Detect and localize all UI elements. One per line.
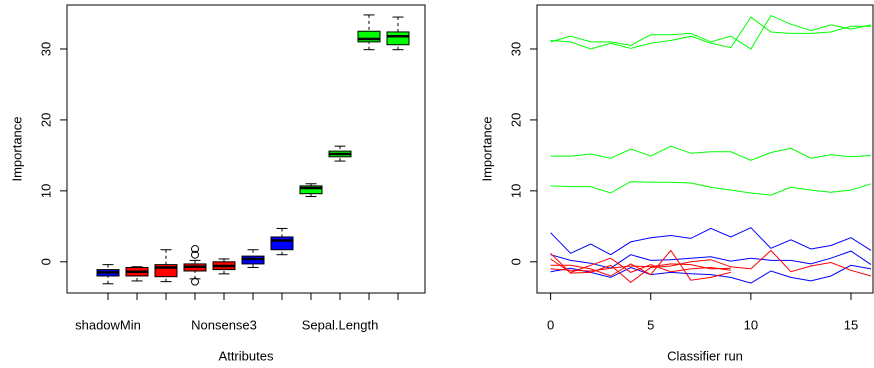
- box: [270, 236, 294, 251]
- y-axis-title: Importance: [479, 116, 494, 181]
- x-tick-label: 15: [844, 317, 858, 332]
- box: [299, 185, 323, 195]
- y-tick-label: 10: [38, 184, 53, 198]
- y-tick-label: 20: [508, 113, 523, 127]
- y-tick-label: 0: [38, 258, 53, 265]
- series-line: [550, 264, 872, 284]
- x-tick-label: Sepal.Length: [302, 317, 379, 332]
- series-line: [550, 181, 872, 196]
- x-axis-title: Attributes: [219, 348, 274, 363]
- x-tick-label: shadowMin: [75, 317, 141, 332]
- y-tick-label: 30: [38, 42, 53, 56]
- outlier: [191, 250, 199, 259]
- series-line: [550, 227, 872, 256]
- x-tick-label: 5: [647, 317, 654, 332]
- y-tick-label: 30: [508, 42, 523, 56]
- plot-frame: [536, 4, 874, 294]
- x-tick-label: 0: [547, 317, 554, 332]
- series-line: [550, 249, 872, 284]
- x-axis-title: Classifier run: [667, 348, 743, 363]
- y-tick-label: 10: [508, 184, 523, 198]
- series-line: [550, 257, 731, 273]
- outlier: [191, 277, 199, 286]
- series-line: [550, 14, 872, 50]
- series-line: [550, 16, 871, 50]
- y-tick-label: 20: [38, 113, 53, 127]
- x-tick-label: 10: [744, 317, 758, 332]
- y-tick-label: 0: [508, 258, 523, 265]
- series-line: [550, 250, 872, 269]
- plot-frame: [66, 4, 426, 294]
- box: [357, 30, 381, 43]
- series-line: [550, 145, 872, 161]
- series-line: [550, 249, 731, 281]
- outlier: [191, 245, 199, 254]
- y-axis-title: Importance: [9, 116, 24, 181]
- x-tick-label: Nonsense3: [191, 317, 257, 332]
- box: [386, 31, 410, 46]
- series-line: [550, 263, 731, 272]
